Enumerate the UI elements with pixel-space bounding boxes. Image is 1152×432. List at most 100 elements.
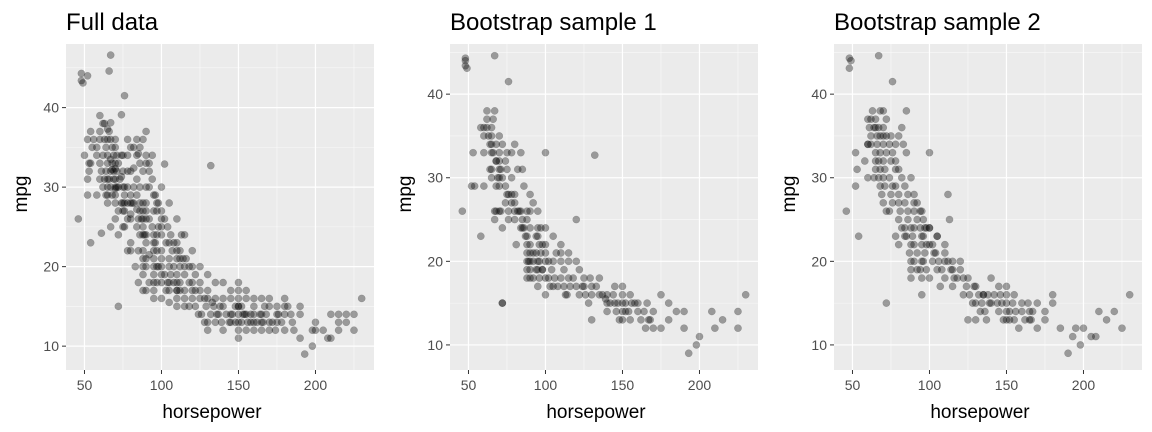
data-point bbox=[561, 290, 570, 299]
data-point bbox=[280, 310, 289, 319]
data-point bbox=[142, 151, 150, 160]
data-point bbox=[157, 223, 166, 231]
y-tick-label: 20 bbox=[43, 259, 59, 275]
data-point bbox=[734, 324, 742, 333]
x-tick-label: 200 bbox=[688, 377, 712, 393]
data-point bbox=[153, 199, 161, 207]
data-point bbox=[250, 302, 258, 311]
data-point bbox=[134, 215, 143, 223]
data-point bbox=[487, 132, 496, 140]
data-point bbox=[145, 167, 154, 176]
data-point bbox=[89, 135, 98, 144]
data-point bbox=[541, 290, 550, 299]
data-point bbox=[922, 240, 931, 249]
data-point bbox=[119, 151, 127, 160]
data-point bbox=[149, 278, 158, 287]
data-point bbox=[470, 182, 479, 190]
data-point bbox=[877, 190, 886, 199]
data-point bbox=[507, 173, 516, 182]
data-point bbox=[123, 183, 132, 191]
data-point bbox=[956, 265, 965, 274]
data-point bbox=[142, 207, 150, 215]
data-point bbox=[177, 230, 186, 239]
data-point bbox=[157, 254, 166, 263]
data-point bbox=[237, 302, 246, 311]
data-point bbox=[117, 172, 126, 181]
data-point bbox=[126, 210, 135, 219]
data-point bbox=[1025, 315, 1034, 324]
data-point bbox=[523, 265, 531, 274]
data-point bbox=[880, 165, 889, 174]
data-point bbox=[203, 326, 212, 335]
data-point bbox=[265, 302, 274, 311]
data-point bbox=[586, 274, 594, 282]
data-point bbox=[520, 182, 528, 190]
data-point bbox=[169, 238, 178, 247]
x-tick-label: 150 bbox=[995, 377, 1019, 393]
data-point bbox=[1041, 315, 1049, 324]
data-point bbox=[518, 215, 527, 224]
data-point bbox=[137, 215, 146, 223]
data-point bbox=[111, 159, 120, 168]
data-point bbox=[180, 270, 189, 279]
y-tick-label: 10 bbox=[43, 338, 59, 354]
data-point bbox=[919, 232, 928, 241]
data-point bbox=[280, 326, 289, 335]
y-tick-label: 40 bbox=[427, 86, 443, 102]
data-point bbox=[512, 240, 521, 249]
data-point bbox=[933, 232, 942, 241]
data-point bbox=[603, 290, 611, 299]
data-point bbox=[96, 111, 104, 120]
data-point bbox=[106, 118, 115, 127]
data-point bbox=[510, 140, 519, 149]
data-point bbox=[176, 246, 184, 255]
data-point bbox=[136, 183, 144, 191]
data-point bbox=[907, 173, 915, 182]
data-point bbox=[680, 324, 688, 333]
data-point bbox=[103, 183, 112, 191]
data-point bbox=[132, 135, 141, 144]
data-point bbox=[964, 315, 972, 324]
data-point bbox=[925, 224, 934, 232]
data-point bbox=[234, 318, 243, 327]
data-point bbox=[541, 240, 550, 249]
data-point bbox=[188, 246, 197, 255]
data-point bbox=[157, 270, 166, 279]
data-point bbox=[1027, 315, 1035, 324]
data-point bbox=[108, 191, 117, 199]
data-point bbox=[103, 159, 112, 168]
y-axis-label: mpg bbox=[779, 176, 800, 213]
data-point bbox=[157, 230, 166, 239]
data-point bbox=[219, 294, 227, 303]
data-point bbox=[102, 191, 110, 199]
data-point bbox=[83, 71, 92, 80]
data-point bbox=[117, 151, 126, 160]
data-point bbox=[153, 262, 161, 271]
data-point bbox=[537, 249, 545, 257]
data-point bbox=[234, 302, 243, 311]
data-point bbox=[879, 198, 888, 207]
data-point bbox=[99, 119, 107, 128]
data-point bbox=[157, 207, 166, 215]
data-point bbox=[507, 198, 516, 207]
data-point bbox=[941, 257, 949, 266]
data-point bbox=[523, 274, 531, 282]
data-point bbox=[871, 123, 880, 132]
data-point bbox=[334, 326, 343, 335]
data-point bbox=[874, 123, 883, 132]
data-point bbox=[913, 265, 922, 274]
data-point bbox=[899, 140, 908, 149]
data-point bbox=[128, 199, 137, 207]
data-point bbox=[947, 265, 955, 274]
data-point bbox=[162, 238, 170, 247]
data-point bbox=[149, 294, 158, 303]
data-point bbox=[77, 69, 86, 78]
data-point bbox=[234, 326, 243, 335]
data-point bbox=[882, 207, 891, 216]
data-point bbox=[173, 254, 181, 263]
data-point bbox=[879, 140, 888, 149]
data-point bbox=[1002, 290, 1011, 299]
data-point bbox=[945, 215, 954, 224]
data-point bbox=[504, 215, 513, 224]
data-point bbox=[504, 77, 513, 86]
